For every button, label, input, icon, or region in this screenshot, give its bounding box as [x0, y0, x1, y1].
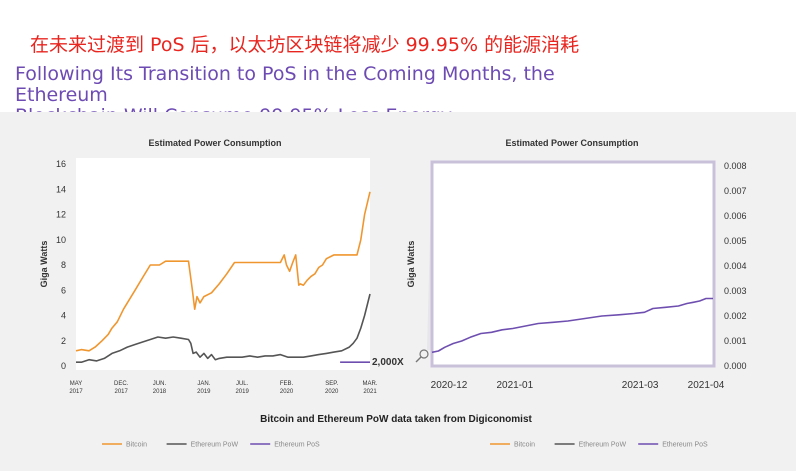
x-tick-label: 2019 — [235, 389, 249, 395]
right-plot-area — [430, 160, 716, 368]
right-chart-title: Estimated Power Consumption — [505, 138, 638, 148]
x-tick-label: MAR. — [363, 381, 378, 387]
y-tick-label: 16 — [56, 159, 66, 169]
right-legend: Bitcoin Ethereum PoW Ethereum PoS — [490, 442, 708, 449]
x-tick-label: 2021-03 — [622, 380, 659, 391]
series-line-bitcoin — [75, 191, 371, 352]
y-tick-label: 0.001 — [724, 336, 747, 346]
x-tick-label: 2018 — [153, 389, 167, 395]
right-y-ticks: 0.000 0.001 0.002 0.003 0.004 0.005 0.006 0.007… — [724, 161, 747, 371]
y-tick-label: 0.005 — [724, 236, 747, 246]
y-tick-label: 14 — [56, 184, 66, 194]
y-tick-label: 0.008 — [724, 161, 747, 171]
x-tick-label: 2019 — [197, 389, 211, 395]
x-tick-label: 2020 — [325, 389, 339, 395]
left-y-axis-label: Giga Watts — [39, 241, 49, 288]
x-tick-label: 2017 — [69, 389, 83, 395]
chinese-title: 在未来过渡到 PoS 后，以太坊区块链将减少 99.95% 的能源消耗 — [30, 34, 580, 56]
x-tick-label: SEP. — [325, 381, 338, 387]
x-tick-label: FEB. — [280, 381, 294, 387]
x-tick-label: MAY — [70, 381, 83, 387]
y-tick-label: 0.000 — [724, 361, 747, 371]
left-legend: Bitcoin Ethereum PoW Ethereum PoS — [102, 442, 320, 449]
source-note: Bitcoin and Ethereum PoW data taken from… — [260, 414, 532, 425]
right-x-ticks: 2020-12 2021-01 2021-03 2021-04 — [431, 380, 725, 391]
x-tick-label: JAN. — [197, 381, 210, 387]
legend-label-ethereum-pow: Ethereum PoW — [191, 442, 239, 449]
x-tick-label: 2021-01 — [496, 380, 533, 391]
left-y-ticks: 0 2 4 6 8 10 12 14 16 — [56, 159, 66, 371]
x-tick-label: 2021-04 — [688, 380, 725, 391]
left-plot-area — [76, 158, 370, 370]
magnifier-handle — [415, 356, 422, 363]
magnifier-icon — [419, 349, 429, 359]
chart-panel: Estimated Power Consumption Giga Watts 0… — [0, 112, 796, 471]
y-tick-label: 12 — [56, 210, 66, 220]
series-line-ethereum-pow — [76, 293, 371, 363]
x-tick-label: 2020 — [280, 389, 294, 395]
ratio-callout: 2,000X — [372, 357, 404, 368]
left-series-lines — [75, 191, 371, 363]
x-tick-label: 2021 — [363, 389, 377, 395]
y-tick-label: 0.006 — [724, 211, 747, 221]
left-chart-title: Estimated Power Consumption — [148, 138, 281, 148]
charts-canvas: Estimated Power Consumption Giga Watts 0… — [39, 138, 747, 449]
x-tick-label: JUL. — [236, 381, 249, 387]
y-tick-label: 10 — [56, 235, 66, 245]
legend-label-bitcoin: Bitcoin — [126, 442, 147, 449]
legend-label-ethereum-pow: Ethereum PoW — [579, 442, 627, 449]
right-chart: Estimated Power Consumption Giga Watts 0… — [406, 138, 747, 391]
headline-line-1: Following Its Transition to PoS in the C… — [15, 63, 555, 106]
x-tick-label: 2020-12 — [431, 380, 468, 391]
legend-label-ethereum-pos: Ethereum PoS — [274, 442, 320, 449]
x-tick-label: 2017 — [114, 389, 128, 395]
left-chart: Estimated Power Consumption Giga Watts 0… — [39, 138, 429, 395]
y-tick-label: 2 — [61, 336, 66, 346]
legend-label-ethereum-pos: Ethereum PoS — [662, 442, 708, 449]
y-tick-label: 0.002 — [724, 311, 747, 321]
y-tick-label: 0.003 — [724, 286, 747, 296]
left-x-ticks: MAY 2017 DEC. 2017 JUN. 2018 JAN. 2019 JUL. 2019 F… — [69, 381, 378, 395]
right-series-lines — [431, 297, 713, 354]
x-tick-label: JUN. — [153, 381, 167, 387]
y-tick-label: 0 — [61, 361, 66, 371]
series-line-ethereum-pos — [431, 297, 713, 354]
x-tick-label: DEC. — [114, 381, 129, 387]
y-tick-label: 6 — [61, 285, 66, 295]
right-y-axis-label: Giga Watts — [406, 241, 416, 288]
y-tick-label: 4 — [61, 311, 66, 321]
y-tick-label: 0.007 — [724, 186, 747, 196]
y-tick-label: 0.004 — [724, 261, 747, 271]
y-tick-label: 8 — [61, 260, 66, 270]
legend-label-bitcoin: Bitcoin — [514, 442, 535, 449]
